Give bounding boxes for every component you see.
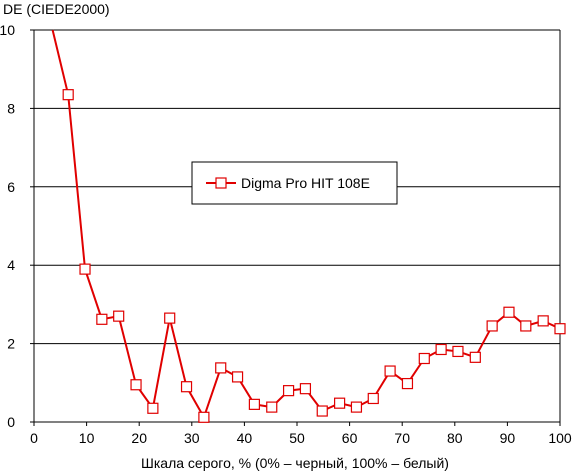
data-point: [316, 405, 328, 417]
data-point: [452, 345, 464, 358]
data-point: [367, 392, 379, 405]
series-line: [51, 29, 561, 419]
data-point: [418, 352, 430, 365]
data-point: [435, 343, 447, 356]
data-point: [350, 401, 363, 413]
data-point: [469, 351, 481, 363]
data-point: [180, 381, 193, 393]
x-tick-label: 50: [289, 430, 305, 446]
axes: [30, 29, 561, 426]
x-tick-label: 20: [131, 430, 147, 446]
data-point: [334, 397, 346, 409]
data-point: [384, 365, 396, 377]
data-point: [164, 312, 176, 324]
data-point: [215, 362, 227, 374]
y-tick-labels: 0 2 4 6 8 10: [0, 22, 15, 430]
data-point: [554, 323, 566, 335]
plot-area: [51, 29, 566, 423]
y-tick-label: 2: [7, 336, 15, 352]
x-tick-label: 60: [342, 430, 358, 446]
y-tick-label: 8: [7, 100, 15, 116]
x-tick-label: 100: [548, 430, 572, 446]
legend-label: Digma Pro HIT 108E: [241, 175, 370, 191]
x-tick-label: 40: [237, 430, 253, 446]
data-point: [96, 313, 108, 325]
x-tick-label: 10: [79, 430, 95, 446]
data-point: [130, 379, 142, 391]
x-tick-label: 0: [30, 430, 38, 446]
data-point: [486, 320, 498, 332]
data-point: [62, 89, 74, 101]
x-tick-label: 70: [394, 430, 410, 446]
x-tick-label: 80: [447, 430, 463, 446]
y-axis-label: DE (CIEDE2000): [3, 1, 110, 17]
data-point: [503, 306, 515, 318]
data-point: [113, 310, 125, 322]
y-tick-label: 10: [0, 22, 15, 38]
data-point: [401, 377, 414, 390]
x-tick-label: 90: [500, 430, 516, 446]
data-point: [282, 385, 295, 397]
data-point: [520, 320, 532, 332]
legend: Digma Pro HIT 108E: [191, 161, 398, 205]
data-point: [266, 401, 278, 413]
x-tick-label: 30: [184, 430, 200, 446]
data-point: [248, 398, 260, 410]
data-point: [537, 315, 549, 327]
data-point: [79, 263, 91, 275]
x-tick-labels: 0 10 20 30 40 50 60 70 80 90 100: [30, 430, 572, 446]
y-tick-label: 6: [7, 179, 15, 195]
data-point: [198, 411, 210, 423]
y-tick-label: 4: [7, 257, 15, 273]
data-point: [231, 371, 244, 383]
legend-marker: [215, 177, 227, 189]
x-axis-label: Шкала серого, % (0% – черный, 100% – бел…: [141, 455, 449, 471]
data-point: [299, 383, 312, 395]
data-point: [147, 402, 159, 414]
y-tick-label: 0: [7, 414, 15, 430]
